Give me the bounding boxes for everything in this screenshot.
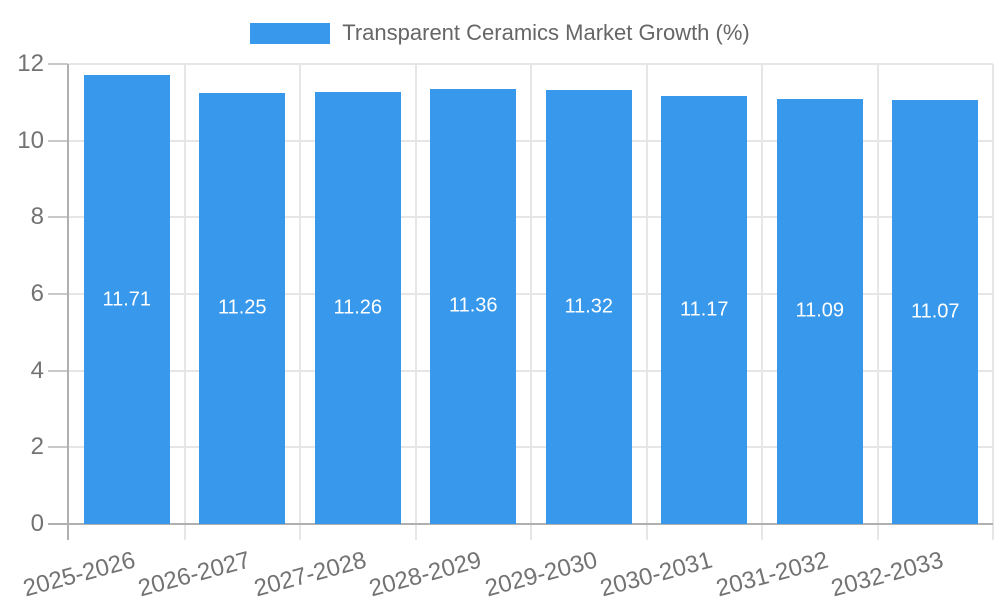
v-gridline [183,64,186,540]
x-axis-label: 2025-2026 [20,546,139,600]
bar[interactable]: 11.71 [83,75,170,524]
y-axis-line [67,64,69,540]
bar-value-label: 11.32 [564,295,614,318]
bar[interactable]: 11.09 [776,98,863,524]
bar[interactable]: 11.26 [314,92,401,524]
bar-value-label: 11.25 [217,296,267,319]
y-tick [48,63,68,65]
bar-value-label: 11.17 [679,298,729,321]
y-tick [48,369,68,372]
y-tick [48,446,68,449]
y-axis-label: 4 [30,356,44,384]
x-axis-label: 2031-2032 [713,546,832,600]
x-axis-label: 2029-2030 [482,546,601,600]
bar-value-label: 11.26 [333,296,383,319]
y-tick [48,139,68,142]
v-gridline [645,64,648,540]
bar[interactable]: 11.36 [430,88,517,524]
v-gridline [992,64,994,540]
bar-value-label: 11.71 [102,288,152,311]
x-axis-label: 2027-2028 [251,546,370,600]
legend-label: Transparent Ceramics Market Growth (%) [342,20,750,45]
v-gridline [299,64,301,540]
v-gridline [414,64,417,540]
y-tick [48,293,68,295]
bar-value-label: 11.09 [795,299,845,322]
bar-value-label: 11.07 [910,300,960,323]
bar[interactable]: 11.25 [199,92,286,524]
bar[interactable]: 11.17 [661,95,748,524]
x-axis-label: 2030-2031 [597,546,716,600]
x-axis-line [48,523,993,525]
x-axis-label: 2032-2033 [828,546,947,600]
y-axis-label: 12 [17,50,44,77]
chart-legend[interactable]: Transparent Ceramics Market Growth (%) [0,22,1000,44]
bar[interactable]: 11.32 [545,90,632,524]
bar-value-label: 11.36 [448,294,498,317]
legend-swatch [250,22,331,44]
y-axis-label: 8 [30,203,44,231]
y-axis-label: 0 [30,510,44,537]
v-gridline [876,64,879,540]
x-axis-label: 2026-2027 [135,546,254,600]
bar[interactable]: 11.07 [892,99,979,524]
y-tick [48,216,68,219]
y-axis-label: 10 [17,126,44,154]
y-axis-label: 6 [30,280,44,307]
v-gridline [530,64,532,540]
y-axis-label: 2 [30,433,44,461]
x-axis-label: 2028-2029 [366,546,485,600]
v-gridline [761,64,763,540]
